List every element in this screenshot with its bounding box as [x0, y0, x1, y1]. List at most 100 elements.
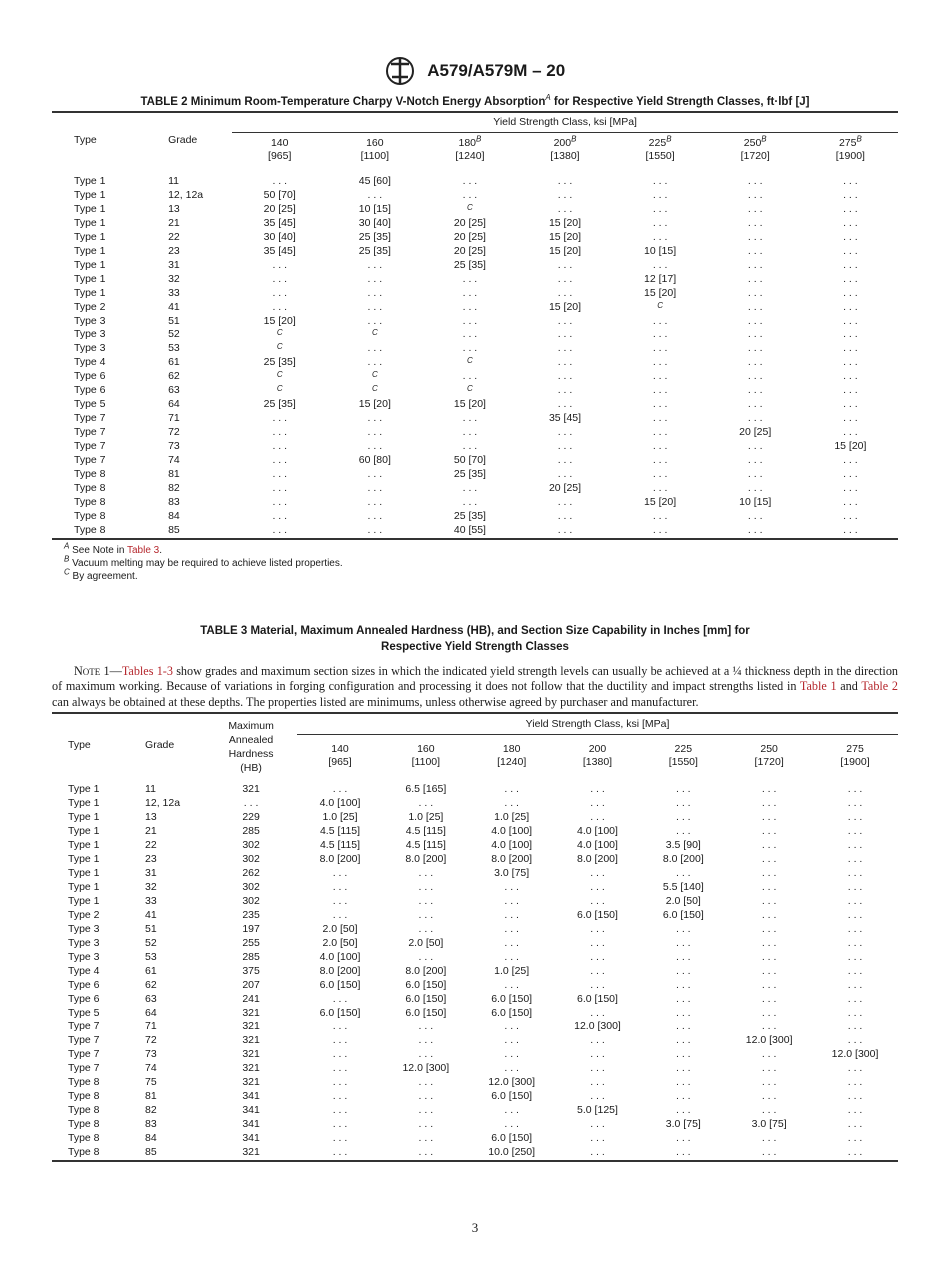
table-row: Type 1 12, 12a 50 [70] . . . . . . . . . . . .… [52, 189, 898, 203]
cell-value: . . . [332, 1090, 348, 1103]
table-row: Type 4 61 375 8.0 [200] 8.0 [200] 1.0 [25] . .… [52, 965, 898, 979]
cell-value: . . . [847, 1062, 863, 1075]
cell-grade: 41 [168, 300, 180, 313]
cell-value: 321 [242, 1062, 260, 1075]
cell-value: 6.0 [150] [491, 1090, 533, 1103]
cell-value: 8.0 [200] [491, 853, 533, 866]
cell-grade: 22 [168, 230, 180, 243]
cell-value: . . . [557, 258, 573, 271]
cell-value: 6.0 [150] [491, 992, 533, 1005]
col-header-class-250: 250 [1720] [726, 734, 813, 781]
cell-value: . . . [557, 454, 573, 467]
cell-value: . . . [554, 1146, 641, 1163]
cell-value: 302 [242, 839, 260, 852]
cell-value: . . . [747, 440, 763, 453]
note-dash: — [109, 663, 122, 678]
cell-value: . . . [557, 384, 573, 397]
cell-value: . . . [747, 230, 763, 243]
cell-type: Type 1 [68, 811, 100, 824]
cell-value: . . . [843, 454, 858, 467]
cell-grade: 51 [145, 922, 157, 935]
class-mpa: [1380] [550, 150, 580, 162]
cell-value: . . . [761, 1062, 777, 1075]
cell-value: . . . [843, 272, 858, 285]
cell-value: . . . [504, 797, 519, 810]
cell-value: 8.0 [200] [405, 853, 447, 866]
cell-value: . . . [707, 523, 803, 540]
cell-value: . . . [504, 1048, 519, 1061]
cell-grade: 81 [168, 468, 180, 481]
astm-logo-icon [385, 57, 414, 85]
cell-value: 321 [242, 1076, 260, 1089]
cell-grade: 12, 12a [168, 188, 204, 201]
cell-value: . . . [382, 1146, 469, 1163]
cell-value: . . . [761, 839, 777, 852]
cell-value: . . . [418, 1020, 434, 1033]
cell-value: C [232, 342, 327, 356]
cell-value: . . . [504, 978, 519, 991]
cell-grade: 72 [168, 426, 180, 439]
cell-value: 207 [242, 978, 260, 991]
link-table-3[interactable]: Table 3 [126, 544, 160, 556]
cell-grade: 31 [145, 867, 157, 879]
cell-value: . . . [504, 1104, 519, 1117]
cell-value: . . . [418, 797, 434, 810]
cell-value: . . . [418, 880, 434, 893]
link-table-2[interactable]: Table 2 [861, 679, 898, 694]
cell-value: . . . [462, 412, 478, 425]
cell-value: . . . [843, 216, 858, 229]
cell-value: . . . [676, 1048, 691, 1061]
cell-value: . . . [843, 286, 858, 299]
cell-value: . . . [462, 481, 478, 494]
cell-value: . . . [676, 964, 691, 977]
cell-grade: 21 [145, 825, 157, 838]
cell-value: . . . [747, 286, 763, 299]
table-row: Type 1 32 302 . . . . . . . . . . . . 5.5 [140]… [52, 881, 898, 895]
cell-value: . . . [332, 992, 348, 1005]
link-tables-1-3[interactable]: Tables 1-3 [121, 663, 173, 678]
link-table-1[interactable]: Table 1 [799, 679, 837, 694]
cell-grade: 33 [145, 894, 157, 907]
cell-value: . . . [847, 1132, 863, 1145]
cell-type: Type 4 [68, 964, 100, 977]
cell-value: 3.0 [75] [494, 867, 530, 879]
class-ksi: 200 [588, 743, 607, 756]
cell-value: . . . [847, 783, 863, 796]
cell-value: C [422, 203, 517, 217]
table3-title: TABLE 3 Material, Maximum Annealed Hardn… [52, 623, 898, 655]
cell-value: . . . [761, 1020, 777, 1033]
cell-value: . . . [761, 1104, 777, 1117]
cell-value: . . . [676, 936, 691, 949]
cell-value: . . . [761, 825, 777, 838]
cell-value: . . . [367, 468, 383, 481]
cell-type: Type 2 [74, 300, 106, 313]
footnote-text: By agreement. [69, 570, 138, 582]
cell-value: 25 [35] [453, 468, 486, 481]
cell-value: . . . [504, 922, 519, 935]
cell-type: Type 7 [68, 1048, 100, 1061]
cell-value: . . . [557, 286, 573, 299]
cell-value: . . . [761, 936, 777, 949]
cell-value: . . . [418, 1034, 434, 1047]
note-label: Note 1 [74, 663, 110, 678]
table-row: Type 1 21 35 [45] 30 [40] 20 [25] 15 [20] . . … [52, 217, 898, 231]
cell-value: . . . [652, 426, 668, 439]
cell-type: Type 8 [52, 1146, 131, 1163]
cell-value: . . . [332, 880, 348, 893]
cell-value: . . . [640, 1146, 727, 1163]
cell-value: . . . [327, 523, 423, 540]
footnote-mark: A [545, 93, 551, 103]
table-row: Type 3 53 285 4.0 [100] . . . . . . . . . . . .… [52, 951, 898, 965]
cell-value: . . . [367, 495, 383, 508]
note-text: show grades and maximum section sizes in… [52, 663, 899, 694]
footnote-A: A See Note in Table 3. [64, 542, 898, 557]
cell-value: 60 [80] [358, 454, 391, 467]
cell-value: C [232, 328, 327, 342]
cell-type: Type 1 [68, 894, 100, 907]
cell-value: . . . [847, 797, 863, 810]
cell-value: . . . [676, 1132, 691, 1145]
cell-value: . . . [557, 440, 573, 453]
cell-value: . . . [676, 1076, 691, 1089]
cell-type: Type 6 [68, 978, 100, 991]
class-ksi: 250 [743, 137, 762, 149]
